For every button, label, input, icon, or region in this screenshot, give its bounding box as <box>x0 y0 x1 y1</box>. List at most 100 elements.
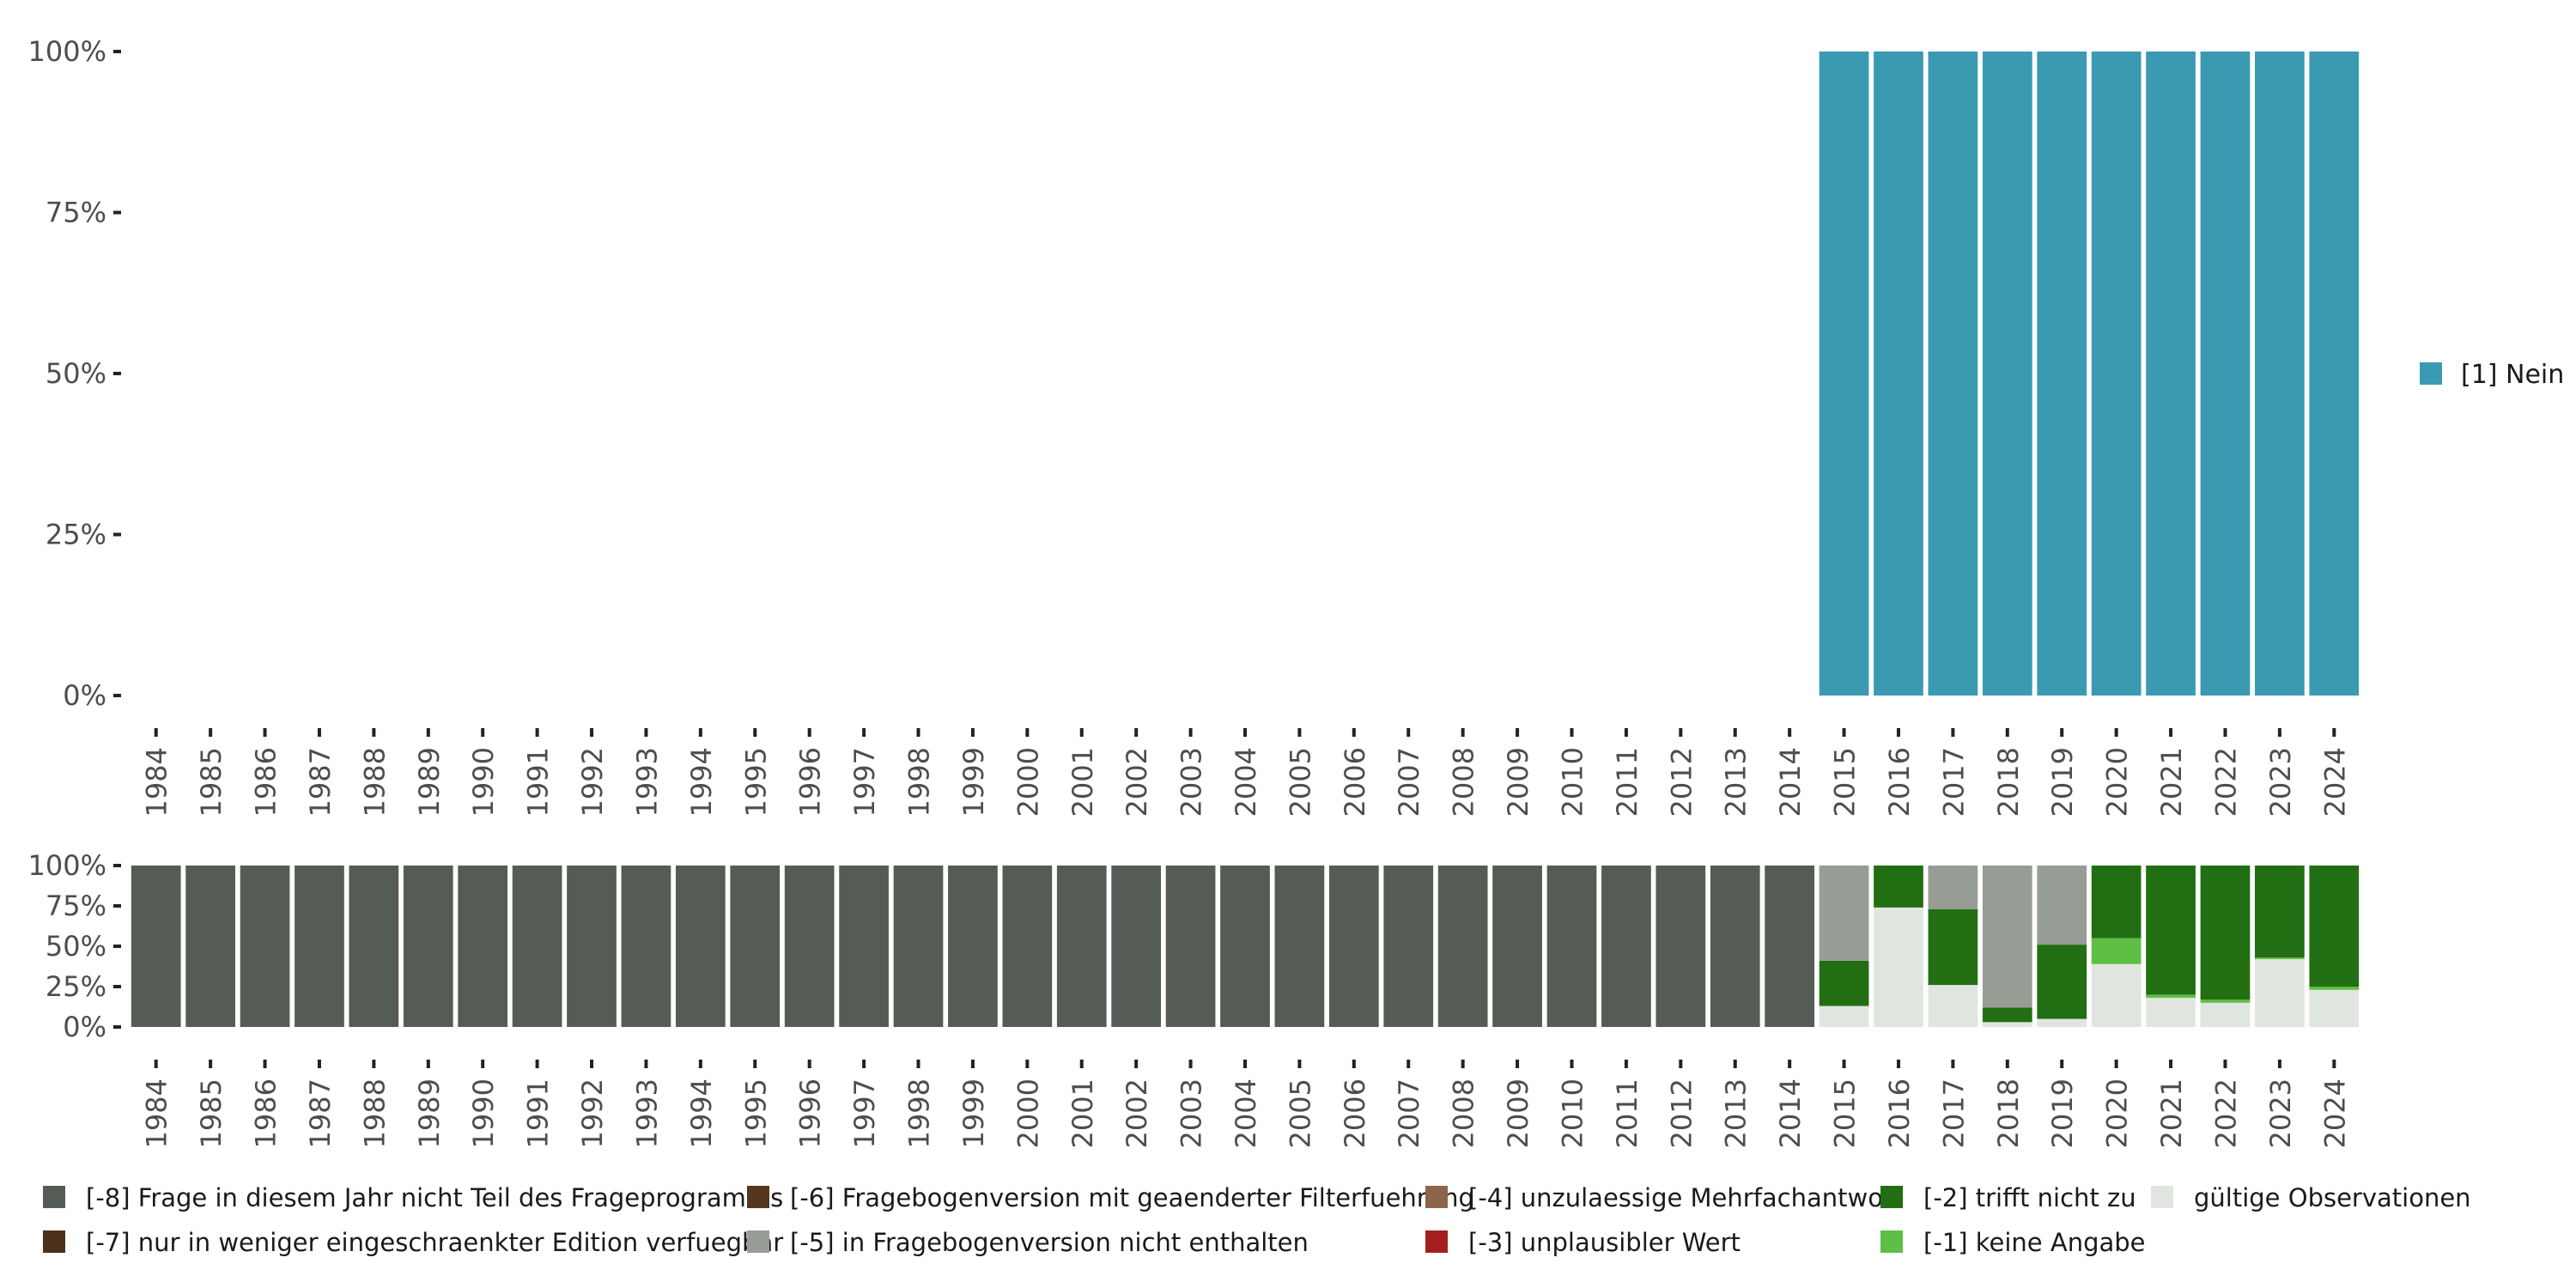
legend-label-7-nur-in-weniger-eingeschraenkter-edition-verfuegbar: [-7] nur in weniger eingeschraenkter Edi… <box>86 1228 783 1257</box>
x-tick-label-1988: 1988 <box>358 1078 391 1148</box>
bar-segment-g-ltige-observationen-2020 <box>2091 963 2142 1027</box>
x-tick-label-2024: 2024 <box>2318 1078 2351 1148</box>
x-tick-label-2012: 2012 <box>1665 1078 1698 1148</box>
bar-segment-1-nein-2022 <box>2200 52 2251 696</box>
x-tick-label-1991: 1991 <box>522 747 555 817</box>
bar-segment-8-frage-in-diesem-jahr-nicht-teil-des-frageprogramms-2013 <box>1710 866 1760 1027</box>
x-tick-label-2018: 2018 <box>1992 747 2025 817</box>
bar-segment-g-ltige-observationen-2023 <box>2255 959 2305 1027</box>
x-tick-label-2018: 2018 <box>1992 1078 2025 1148</box>
legend-label-g-ltige-observationen: gültige Observationen <box>2194 1183 2471 1212</box>
x-tick-label-2003: 2003 <box>1176 1078 1208 1148</box>
bar-segment-8-frage-in-diesem-jahr-nicht-teil-des-frageprogramms-1985 <box>185 866 235 1027</box>
legend-swatch-1-nein <box>2420 362 2442 385</box>
x-tick-label-1995: 1995 <box>739 747 772 817</box>
bar-segment-2-trifft-nicht-zu-2023 <box>2255 866 2305 958</box>
x-tick-label-2014: 2014 <box>1774 1078 1807 1148</box>
x-tick-label-2000: 2000 <box>1012 1078 1044 1148</box>
x-tick-label-1991: 1991 <box>522 1078 555 1148</box>
bar-segment-8-frage-in-diesem-jahr-nicht-teil-des-frageprogramms-1984 <box>131 866 181 1027</box>
legend-label-5-in-fragebogenversion-nicht-enthalten: [-5] in Fragebogenversion nicht enthalte… <box>790 1228 1309 1257</box>
bar-segment-8-frage-in-diesem-jahr-nicht-teil-des-frageprogramms-1992 <box>567 866 617 1027</box>
bar-segment-8-frage-in-diesem-jahr-nicht-teil-des-frageprogramms-2008 <box>1437 866 1488 1027</box>
legend-swatch-3-unplausibler-wert <box>1425 1230 1448 1253</box>
bar-segment-2-trifft-nicht-zu-2019 <box>2037 945 2087 1019</box>
x-tick-label-2009: 2009 <box>1502 1078 1534 1148</box>
x-tick-label-1999: 1999 <box>957 1078 990 1148</box>
top-chart-legend: [1] Nein <box>2420 360 2564 390</box>
x-tick-label-2012: 2012 <box>1665 747 1698 817</box>
x-tick-label-1997: 1997 <box>848 747 881 817</box>
bar-segment-8-frage-in-diesem-jahr-nicht-teil-des-frageprogramms-2007 <box>1383 866 1434 1027</box>
x-tick-label-2017: 2017 <box>1937 747 1970 817</box>
x-tick-label-1998: 1998 <box>903 747 936 817</box>
x-tick-label-1989: 1989 <box>413 1078 446 1148</box>
legend-label-2-trifft-nicht-zu: [-2] trifft nicht zu <box>1923 1183 2136 1212</box>
bar-segment-g-ltige-observationen-2024 <box>2309 989 2360 1027</box>
x-tick-label-2013: 2013 <box>1720 1078 1753 1148</box>
y-tick-label: 50% <box>46 930 106 963</box>
x-tick-label-1999: 1999 <box>957 747 990 817</box>
bar-segment-8-frage-in-diesem-jahr-nicht-teil-des-frageprogramms-2009 <box>1492 866 1542 1027</box>
bar-segment-8-frage-in-diesem-jahr-nicht-teil-des-frageprogramms-2006 <box>1328 866 1379 1027</box>
x-tick-label-2023: 2023 <box>2264 747 2297 817</box>
bar-segment-8-frage-in-diesem-jahr-nicht-teil-des-frageprogramms-1997 <box>839 866 889 1027</box>
x-tick-label-1990: 1990 <box>467 747 500 817</box>
x-tick-label-2007: 2007 <box>1393 1078 1425 1148</box>
x-tick-label-2011: 2011 <box>1611 747 1643 817</box>
bar-segment-5-in-fragebogenversion-nicht-enthalten-2019 <box>2037 866 2087 945</box>
bar-segment-2-trifft-nicht-zu-2016 <box>1874 866 1923 908</box>
bar-segment-8-frage-in-diesem-jahr-nicht-teil-des-frageprogramms-2005 <box>1274 866 1325 1027</box>
x-tick-label-2021: 2021 <box>2155 747 2188 817</box>
legend-label-4-unzulaessige-mehrfachantwort: [-4] unzulaessige Mehrfachantwort <box>1468 1183 1903 1212</box>
y-tick-label: 100% <box>28 35 106 68</box>
bar-segment-8-frage-in-diesem-jahr-nicht-teil-des-frageprogramms-1989 <box>403 866 453 1027</box>
x-tick-label-1986: 1986 <box>250 747 283 817</box>
bar-segment-5-in-fragebogenversion-nicht-enthalten-2018 <box>1982 866 2032 1008</box>
x-tick-label-2020: 2020 <box>2101 747 2134 817</box>
x-tick-label-1998: 1998 <box>903 1078 936 1148</box>
x-tick-label-2017: 2017 <box>1937 1078 1970 1148</box>
y-tick-label: 50% <box>46 357 106 390</box>
legend-label-8-frage-in-diesem-jahr-nicht-teil-des-frageprogramms: [-8] Frage in diesem Jahr nicht Teil des… <box>86 1183 783 1212</box>
x-tick-label-1993: 1993 <box>630 1078 663 1148</box>
x-tick-label-2007: 2007 <box>1393 747 1425 817</box>
y-tick-label: 0% <box>63 1011 106 1043</box>
x-tick-label-1993: 1993 <box>630 747 663 817</box>
legend-swatch-4-unzulaessige-mehrfachantwort <box>1425 1186 1448 1208</box>
x-tick-label-2001: 2001 <box>1066 1078 1099 1148</box>
legend-label-6-fragebogenversion-mit-geaenderter-filterfuehrung: [-6] Fragebogenversion mit geaenderter F… <box>790 1183 1474 1212</box>
x-tick-label-2019: 2019 <box>2046 1078 2079 1148</box>
x-tick-label-2019: 2019 <box>2046 747 2079 817</box>
bar-segment-2-trifft-nicht-zu-2018 <box>1982 1007 2032 1023</box>
bar-segment-1-nein-2015 <box>1819 52 1869 696</box>
x-tick-label-2013: 2013 <box>1720 747 1753 817</box>
top-chart-panel: 0% 25% 50% 75% 100% 1984 1985 1986 1987 1988 1989 1… <box>28 35 2360 817</box>
legend-label-1-nein: [1] Nein <box>2461 360 2564 390</box>
bar-segment-8-frage-in-diesem-jahr-nicht-teil-des-frageprogramms-1988 <box>349 866 399 1027</box>
bar-segment-8-frage-in-diesem-jahr-nicht-teil-des-frageprogramms-2014 <box>1765 866 1814 1027</box>
x-tick-label-1985: 1985 <box>195 1078 228 1148</box>
x-tick-label-1994: 1994 <box>685 1078 718 1148</box>
bar-segment-8-frage-in-diesem-jahr-nicht-teil-des-frageprogramms-2003 <box>1165 866 1216 1027</box>
x-tick-label-2000: 2000 <box>1012 747 1044 817</box>
y-tick-label: 75% <box>46 197 106 229</box>
x-tick-label-2008: 2008 <box>1448 1078 1480 1148</box>
x-tick-label-2016: 2016 <box>1883 1078 1916 1148</box>
x-tick-label-1986: 1986 <box>250 1078 283 1148</box>
bar-segment-2-trifft-nicht-zu-2015 <box>1819 960 1869 1006</box>
bottom-chart-panel: 0% 25% 50% 75% 100% 1984 1985 1986 1987 1988 1989 1… <box>28 849 2360 1148</box>
x-tick-label-1987: 1987 <box>304 747 337 817</box>
bar-segment-8-frage-in-diesem-jahr-nicht-teil-des-frageprogramms-2001 <box>1056 866 1107 1027</box>
bar-segment-1-keine-angabe-2023 <box>2255 957 2305 960</box>
y-tick-label: 25% <box>46 519 106 551</box>
bar-segment-1-keine-angabe-2022 <box>2200 999 2251 1003</box>
bar-segment-8-frage-in-diesem-jahr-nicht-teil-des-frageprogramms-1996 <box>784 866 835 1027</box>
bar-segment-8-frage-in-diesem-jahr-nicht-teil-des-frageprogramms-2010 <box>1546 866 1597 1027</box>
bar-segment-g-ltige-observationen-2022 <box>2200 1002 2251 1027</box>
y-tick-label: 25% <box>46 970 106 1003</box>
x-tick-label-2011: 2011 <box>1611 1078 1643 1148</box>
x-tick-label-2005: 2005 <box>1284 1078 1316 1148</box>
x-tick-label-2014: 2014 <box>1774 747 1807 817</box>
